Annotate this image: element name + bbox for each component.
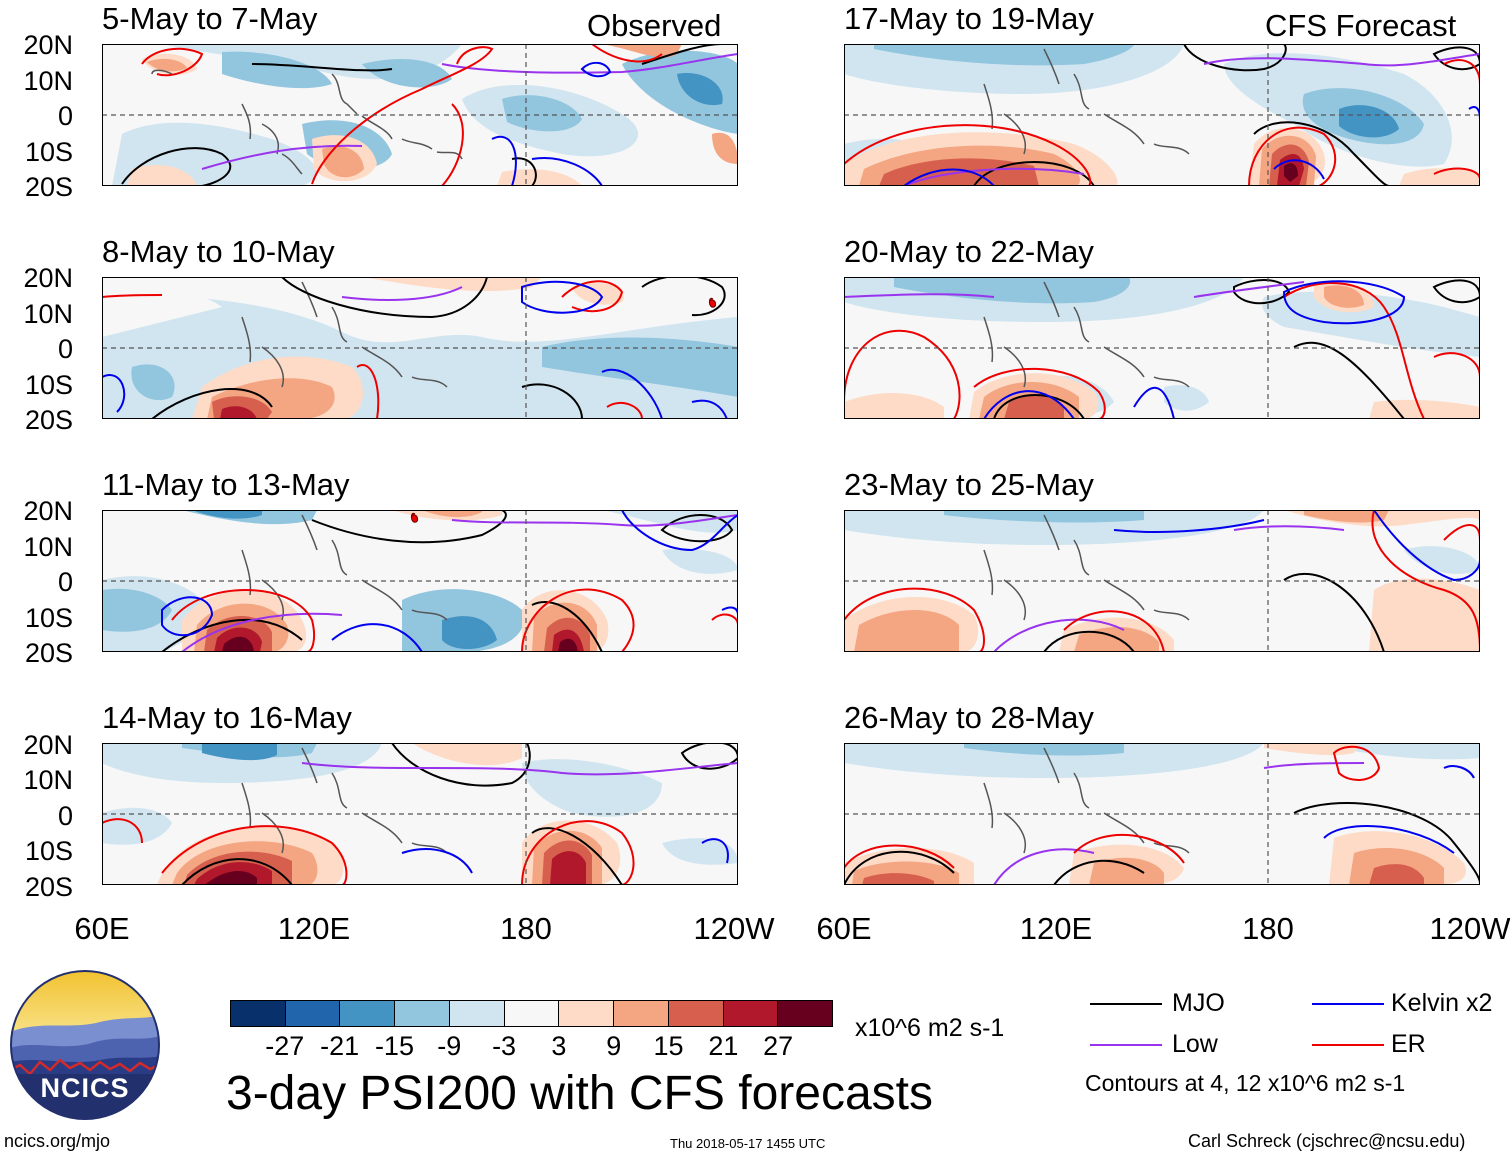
legend-line-kelvin xyxy=(1312,1003,1384,1005)
lon-label-left: 180 xyxy=(500,911,552,946)
ncics-logo: NCICS xyxy=(10,970,160,1120)
lat-label: 10S xyxy=(24,603,73,633)
colorbar-tick-label: 21 xyxy=(708,1031,739,1061)
map-panel-5 xyxy=(844,44,1480,186)
colorbar xyxy=(230,1000,834,1027)
footer-url: ncics.org/mjo xyxy=(4,1131,111,1151)
lat-label: 10N xyxy=(23,532,73,562)
lat-label: 20N xyxy=(23,730,73,760)
lat-label: 10N xyxy=(23,66,73,96)
colorbar-tick-label: -3 xyxy=(492,1031,517,1061)
legend-label-kelvin: Kelvin x2 xyxy=(1391,989,1493,1017)
lat-label: 20S xyxy=(24,172,73,202)
lat-label: 0 xyxy=(57,101,73,131)
colorbar-swatch xyxy=(448,1000,504,1027)
lon-label-right: 120E xyxy=(1019,911,1093,946)
colorbar-tick-label: 27 xyxy=(763,1031,794,1061)
colorbar-tick-label: -21 xyxy=(320,1031,360,1061)
legend-contour-note: Contours at 4, 12 x10^6 m2 s-1 xyxy=(1085,1070,1406,1096)
colorbar-swatch xyxy=(284,1000,340,1027)
lat-label: 10S xyxy=(24,836,73,866)
ncics-logo-text: NCICS xyxy=(40,1073,130,1103)
colorbar-tick-label: -9 xyxy=(437,1031,462,1061)
legend-label-mjo: MJO xyxy=(1172,989,1225,1017)
map-panel-3 xyxy=(102,510,738,652)
colorbar-swatch xyxy=(667,1000,723,1027)
lat-label: 20N xyxy=(23,263,73,293)
footer-timestamp: Thu 2018-05-17 1455 UTC xyxy=(670,1136,826,1151)
lat-label: 20N xyxy=(23,30,73,60)
lat-label: 0 xyxy=(57,567,73,597)
panel-title-5: 17-May to 19-May xyxy=(844,1,1094,36)
colorbar-tick-label: 9 xyxy=(606,1031,622,1061)
lat-label: 20S xyxy=(24,405,73,435)
panel-title-7: 23-May to 25-May xyxy=(844,467,1094,502)
panel-title-6: 20-May to 22-May xyxy=(844,234,1094,269)
lat-label: 0 xyxy=(57,801,73,831)
map-panel-6 xyxy=(844,277,1480,419)
colorbar-tick-label: 3 xyxy=(551,1031,567,1061)
colorbar-swatch xyxy=(503,1000,559,1027)
lon-label-right: 180 xyxy=(1242,911,1294,946)
panel-title-2: 8-May to 10-May xyxy=(102,234,335,269)
colorbar-swatch xyxy=(230,1000,285,1027)
lon-label-right: 60E xyxy=(816,911,872,946)
colorbar-swatch xyxy=(558,1000,614,1027)
main-title: 3-day PSI200 with CFS forecasts xyxy=(226,1067,933,1120)
lon-label-left: 120E xyxy=(277,911,351,946)
footer-credit: Carl Schreck (cjschrec@ncsu.edu) xyxy=(1188,1131,1466,1151)
map-panel-2 xyxy=(102,277,738,419)
lon-label-right: 120W xyxy=(1429,911,1510,946)
colorbar-swatch xyxy=(613,1000,668,1027)
lat-label: 20S xyxy=(24,638,73,668)
colorbar-tick-label: -15 xyxy=(374,1031,414,1061)
map-panel-1 xyxy=(102,44,738,186)
map-panel-8 xyxy=(844,743,1480,885)
lat-label: 10N xyxy=(23,299,73,329)
colorbar-swatch xyxy=(394,1000,449,1027)
legend-line-mjo xyxy=(1090,1003,1162,1005)
colorbar-units: x10^6 m2 s-1 xyxy=(855,1014,1005,1042)
map-panel-7 xyxy=(844,510,1480,652)
lat-label: 20S xyxy=(24,872,73,902)
legend-line-er xyxy=(1312,1044,1384,1046)
panel-title-8: 26-May to 28-May xyxy=(844,700,1094,735)
lat-label: 10S xyxy=(24,370,73,400)
observed-tag: Observed xyxy=(587,8,722,43)
lat-label: 10S xyxy=(24,137,73,167)
lat-label: 10N xyxy=(23,765,73,795)
colorbar-swatch xyxy=(777,1000,834,1027)
lon-label-left: 60E xyxy=(74,911,130,946)
legend-label-low: Low xyxy=(1172,1030,1218,1058)
colorbar-tick-label: -27 xyxy=(265,1031,305,1061)
panel-title-3: 11-May to 13-May xyxy=(102,467,350,502)
colorbar-swatch xyxy=(722,1000,778,1027)
colorbar-tick-label: 15 xyxy=(653,1031,684,1061)
legend-label-er: ER xyxy=(1391,1030,1426,1058)
forecast-tag: CFS Forecast xyxy=(1265,8,1457,43)
legend-line-low xyxy=(1090,1044,1162,1046)
map-panel-4 xyxy=(102,743,738,885)
lat-label: 0 xyxy=(57,334,73,364)
panel-title-4: 14-May to 16-May xyxy=(102,700,352,735)
lon-label-left: 120W xyxy=(693,911,775,946)
colorbar-swatch xyxy=(339,1000,395,1027)
lat-label: 20N xyxy=(23,496,73,526)
panel-title-1: 5-May to 7-May xyxy=(102,1,318,36)
